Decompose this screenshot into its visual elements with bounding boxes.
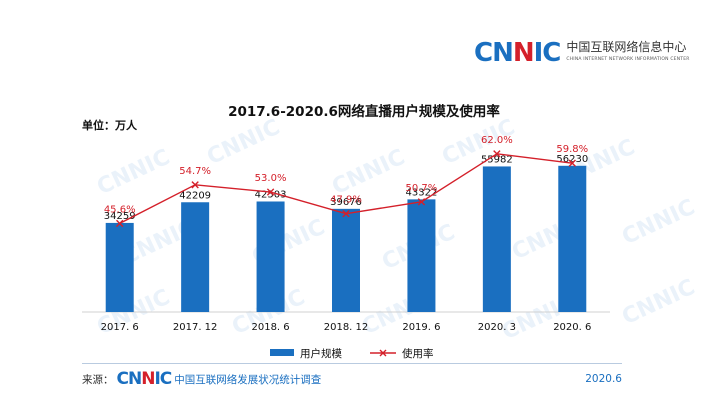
bar-label-4: 43322 bbox=[406, 187, 438, 198]
source-label: 来源： bbox=[82, 373, 114, 386]
usage-rate-label-0: 45.6% bbox=[104, 204, 136, 215]
logo-mark-right: IC bbox=[533, 38, 562, 68]
bar-4 bbox=[407, 199, 436, 312]
usage-rate-label-3: 47.9% bbox=[330, 195, 362, 206]
bar-0 bbox=[105, 222, 134, 312]
source-logo: CNNIC bbox=[116, 369, 173, 389]
footer: 来源： CNNIC 中国互联网络发展状况统计调查 2020.6 bbox=[82, 370, 622, 388]
x-tick-label-3: 2018. 12 bbox=[324, 322, 369, 333]
logo-mark: CNNIC bbox=[474, 38, 562, 68]
unit-label: 单位：万人 bbox=[82, 119, 137, 132]
logo-chinese-name: 中国互联网络信息中心 bbox=[566, 40, 687, 54]
usage-rate-marker-6 bbox=[568, 159, 576, 167]
bar-1 bbox=[181, 202, 210, 312]
legend-bar-swatch bbox=[270, 349, 294, 356]
usage-rate-marker-2 bbox=[266, 188, 275, 196]
x-tick-label-6: 2020. 6 bbox=[553, 322, 591, 333]
legend-line-label: 使用率 bbox=[402, 347, 434, 360]
usage-rate-marker-4 bbox=[417, 198, 426, 206]
usage-rate-label-1: 54.7% bbox=[179, 166, 211, 177]
logo-english-name: CHINA INTERNET NETWORK INFORMATION CENTE… bbox=[566, 57, 690, 62]
chart-title: 2017.6-2020.6网络直播用户规模及使用率 bbox=[228, 104, 500, 120]
bar-label-6: 56230 bbox=[556, 154, 588, 165]
source-logo-mid: N bbox=[141, 369, 155, 389]
bar-label-0: 34259 bbox=[104, 211, 136, 222]
usage-rate-marker-3 bbox=[342, 209, 350, 218]
legend-line-marker bbox=[379, 349, 387, 357]
usage-rate-label-4: 50.7% bbox=[406, 183, 438, 194]
source-logo-left: CN bbox=[116, 369, 143, 389]
usage-rate-label-2: 53.0% bbox=[255, 173, 287, 184]
usage-rate-marker-0 bbox=[116, 219, 124, 228]
bar-2 bbox=[256, 201, 285, 312]
usage-rate-label-5: 62.0% bbox=[481, 135, 513, 146]
bar-label-3: 39676 bbox=[330, 197, 362, 208]
usage-rate-label-6: 59.8% bbox=[556, 144, 588, 155]
bar-label-1: 42209 bbox=[179, 190, 211, 201]
x-tick-label-5: 2020. 3 bbox=[478, 322, 516, 333]
logo-mark-left: CN bbox=[474, 38, 514, 68]
source-date: 2020.6 bbox=[585, 373, 622, 385]
cnnic-logo: CNNIC 中国互联网络信息中心 CHINA INTERNET NETWORK … bbox=[474, 40, 690, 66]
source-logo-right: IC bbox=[154, 369, 172, 389]
bar-label-2: 42503 bbox=[255, 189, 287, 200]
usage-rate-marker-1 bbox=[191, 181, 199, 189]
bar-6 bbox=[558, 165, 587, 312]
bar-label-5: 55982 bbox=[481, 154, 513, 165]
usage-rate-marker-5 bbox=[493, 150, 501, 158]
x-tick-label-1: 2017. 12 bbox=[173, 322, 218, 333]
legend-bar-label: 用户规模 bbox=[300, 347, 342, 360]
x-tick-label-4: 2019. 6 bbox=[402, 322, 440, 333]
x-tick-label-2: 2018. 6 bbox=[251, 322, 289, 333]
logo-mark-mid: N bbox=[512, 38, 535, 68]
x-tick-label-0: 2017. 6 bbox=[101, 322, 139, 333]
bar-5 bbox=[482, 166, 511, 312]
source-text: 中国互联网络发展状况统计调查 bbox=[174, 373, 322, 386]
bar-3 bbox=[332, 208, 360, 312]
footer-divider bbox=[82, 363, 622, 364]
